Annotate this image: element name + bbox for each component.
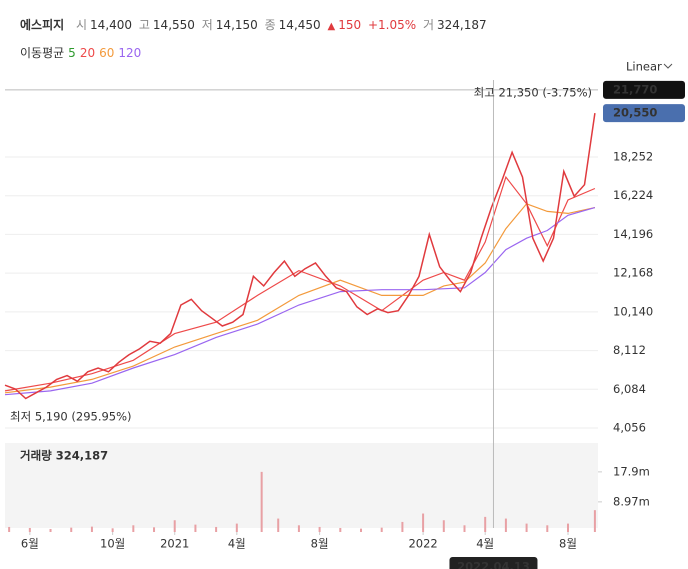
change-pct: +1.05% [367,18,417,32]
volume-bar [339,527,342,532]
y-tick-label: 17.9m [613,464,650,478]
y-tick-label: 8.97m [613,494,650,508]
volume-panel [5,443,598,528]
volume-bar [442,520,445,532]
x-tick-label: 8월 [559,537,577,551]
label: 고 [138,18,150,32]
ma-title: 이동평균 [20,46,65,60]
volume-bar [463,525,466,532]
y-tick-label: 14,196 [613,227,653,241]
y-tick-label: 4,056 [613,420,646,434]
y-tick-label: 10,140 [613,304,653,318]
date-tooltip [449,557,538,569]
volume-bar [132,525,135,532]
x-tick-label: 2022 [408,537,437,551]
label: 저 [201,18,213,32]
volume-bar [260,471,263,532]
y-tick-label: 18,252 [613,150,653,164]
low-note: 최저 5,190 (295.95%) [10,410,132,424]
volume-bar [215,526,218,532]
label: 종 [264,18,276,32]
value: 324,187 [437,18,487,32]
price-tag [603,104,685,123]
y-tick-label: 6,084 [613,382,646,396]
volume-bar [297,525,300,532]
price-tag [603,80,685,99]
volume-bar [360,528,363,532]
volume-bar [401,521,404,532]
volume-bar [235,523,238,532]
volume-bar [566,523,569,532]
volume-bar [173,520,176,532]
x-tick-label: 6월 [21,537,39,551]
volume-bar [546,525,549,532]
price-tag-label: 20,550 [613,106,657,120]
value: 14,450 [278,18,321,32]
x-tick-label: 2021 [160,537,189,551]
ma-legend-item: 60 [99,46,115,60]
volume-bar [49,528,52,532]
ma-legend-item: 20 [79,46,96,60]
price-tag-label: 21,770 [613,82,657,96]
value: 14,400 [90,18,133,32]
x-axis-area [0,528,688,569]
ma-legend-item: 5 [68,46,76,60]
y-tick-label: 12,168 [613,266,653,280]
volume-bar [111,528,114,532]
date-tooltip-text: 2022.04.13 [457,560,530,569]
change: 150 [338,18,362,32]
volume-bar [593,510,596,532]
volume-bar [318,526,321,532]
ma-legend-item: 120 [118,46,142,60]
x-tick-label: 10월 [100,537,125,551]
value: 14,550 [152,18,195,32]
volume-bar [90,526,93,532]
y-tick-label: 8,112 [613,343,646,357]
x-tick-label: 8월 [311,537,329,551]
header: 에스피지 시 14,400 고 14,550 저 14,150 종 14,450 ▲ 15… [20,16,490,33]
x-tick-label: 4월 [476,537,494,551]
volume-bar [525,523,528,532]
stock-name: 에스피지 [20,18,65,32]
volume-bar [422,513,425,532]
volume-title: 거래량 324,187 [20,449,108,463]
ma-legend: 이동평균 5 20 60 120 [20,44,145,61]
ma-line [4,203,596,394]
volume-bar [70,527,73,532]
ma-line [4,175,596,392]
ma-line [4,207,596,396]
volume-bar [194,524,197,532]
up-icon: ▲ [327,21,336,32]
volume-bar [277,518,280,532]
value: 14,150 [215,18,258,32]
high-note: 최고 21,350 (-3.75%) [474,86,592,100]
volume-bar [8,526,11,532]
dropdown-icon[interactable] [663,63,673,69]
volume-bar [153,527,156,532]
y-tick-label: 16,224 [613,188,653,202]
volume-bar [380,527,383,532]
scale-mode[interactable]: Linear [626,60,662,74]
volume-bar [484,516,487,532]
x-tick-label: 4월 [228,537,246,551]
volume-bar [28,527,31,532]
volume-bar [504,518,507,532]
label: 시 [76,18,88,32]
label: 거 [422,18,434,32]
price-line [4,112,596,400]
